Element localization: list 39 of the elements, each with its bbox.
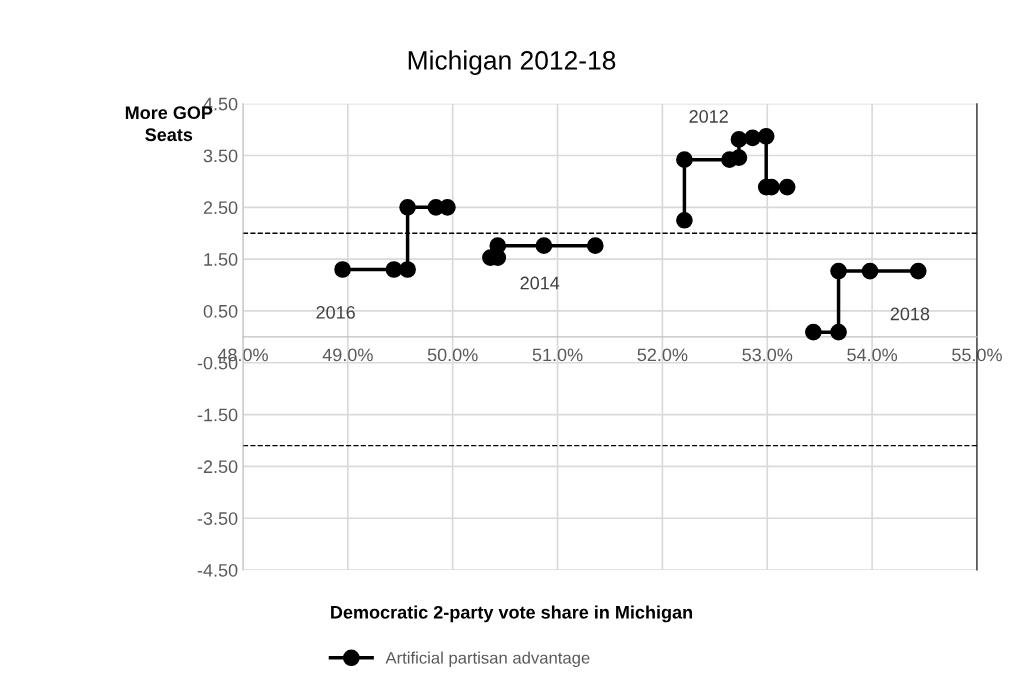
point <box>439 198 456 216</box>
x-tick-label: 52.0% <box>637 348 688 362</box>
point <box>778 178 796 196</box>
annotation: 2012 <box>689 110 728 123</box>
x-tick-label: 51.0% <box>532 348 583 362</box>
point <box>861 262 879 280</box>
point <box>730 131 748 148</box>
point <box>830 262 847 280</box>
y-tick-label: -4.50 <box>197 563 238 577</box>
point <box>399 261 416 278</box>
point <box>334 261 351 278</box>
y-tick-label: 3.50 <box>203 149 238 163</box>
y-tick-label: 0.50 <box>203 304 238 318</box>
chart-title: Michigan 2012-18 <box>408 50 616 75</box>
point <box>744 129 761 147</box>
y-tick-label: 1.50 <box>204 253 238 266</box>
y-tick-label: 2.50 <box>203 201 238 215</box>
point <box>586 237 604 255</box>
x-tick-label: 54.0% <box>847 348 898 362</box>
point <box>909 262 927 280</box>
point <box>399 198 416 216</box>
x-tick-label: 50.0% <box>427 348 478 362</box>
point <box>676 211 693 229</box>
point <box>757 128 775 145</box>
annotation: 2014 <box>520 276 560 290</box>
y-tick-label: -1.50 <box>197 408 238 422</box>
point <box>535 237 553 255</box>
y-tick-label: -3.50 <box>197 512 238 525</box>
point <box>385 261 403 278</box>
point <box>830 323 847 341</box>
x-tick-label: 49.0% <box>322 348 373 362</box>
legend-label: Artificial partisan advantage <box>385 651 590 668</box>
annotation: 2016 <box>316 306 355 319</box>
point <box>805 323 822 341</box>
x-tick-label: 53.0% <box>742 348 793 362</box>
point <box>676 151 693 168</box>
annotation: 2018 <box>890 307 930 321</box>
x-axis-title: Democratic 2-party vote share in Michigan <box>331 605 693 623</box>
y-tick-label: -2.50 <box>197 460 238 474</box>
